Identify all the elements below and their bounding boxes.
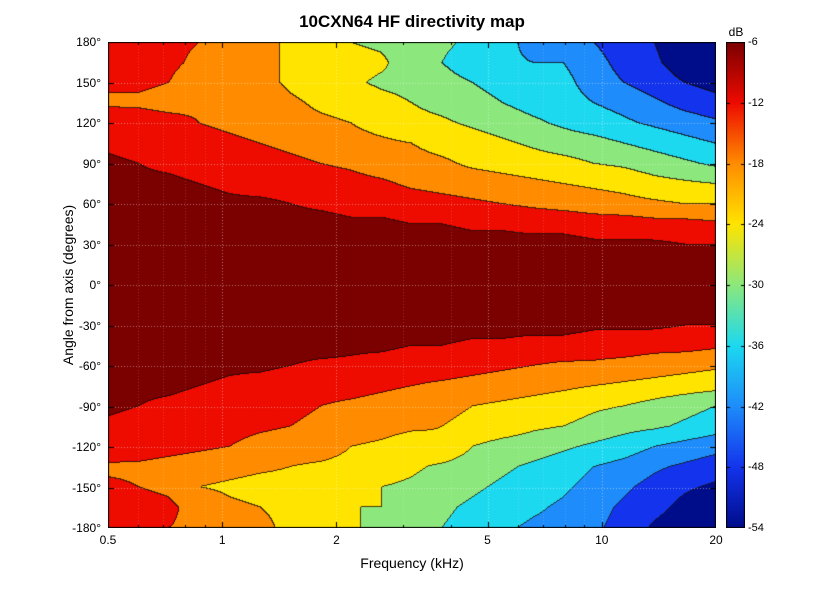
colorbar-tick-label: -12: [748, 96, 764, 109]
y-tick-label: 150°: [76, 75, 101, 90]
x-tick-label: 20: [709, 533, 723, 547]
x-axis-label: Frequency (kHz): [360, 555, 464, 571]
colorbar-tick-label: -48: [748, 461, 764, 474]
x-tick-label: 5: [484, 533, 491, 547]
colorbar-tick-label: -30: [748, 279, 764, 291]
colorbar-tick-label: -42: [748, 400, 764, 413]
x-tick-label: 10: [595, 533, 609, 547]
x-tick-label: 1: [218, 533, 226, 547]
y-tick-label: 30°: [82, 237, 101, 252]
colorbar-tick-label: -24: [748, 218, 764, 231]
y-tick-label: 0°: [89, 278, 101, 292]
y-tick-label: 180°: [76, 35, 101, 49]
y-tick-label: -60°: [78, 359, 101, 373]
colorbar-tick-label: -54: [748, 522, 764, 534]
y-tick-label: -30°: [78, 318, 101, 333]
y-tick-label: 60°: [82, 197, 101, 211]
y-tick-label: 120°: [76, 116, 101, 130]
y-tick-label: -90°: [78, 399, 101, 414]
colorbar-unit-label: dB: [728, 25, 744, 39]
x-tick-label: 0.5: [99, 533, 117, 547]
y-tick-label: -150°: [72, 480, 101, 495]
colorbar-tick-label: -6: [748, 36, 758, 48]
colorbar: [726, 42, 745, 528]
colorbar-tick-label: -36: [748, 339, 764, 352]
y-tick-label: -120°: [72, 440, 101, 454]
y-tick-label: 90°: [82, 156, 101, 171]
y-tick-label: -180°: [72, 521, 101, 535]
contour-plot-canvas: [108, 42, 716, 528]
colorbar-tick-label: -18: [748, 157, 764, 170]
x-tick-label: 2: [333, 533, 340, 547]
chart-title: 10CXN64 HF directivity map: [299, 12, 525, 31]
